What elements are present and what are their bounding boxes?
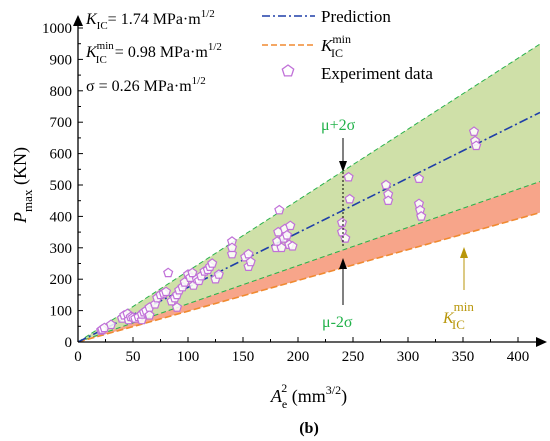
- y-axis-arrow: [73, 15, 83, 26]
- y-tick-label: 500: [50, 178, 73, 194]
- y-tick-label: 400: [50, 209, 73, 225]
- y-axis-title: Pmax (KN): [10, 147, 35, 224]
- data-point: [274, 204, 285, 215]
- x-tick-label: 350: [452, 349, 475, 365]
- data-point: [226, 242, 238, 253]
- kic-annotation: KIC= 1.74 MPa·m1/2: [85, 8, 215, 32]
- upper-bound-line: [78, 43, 540, 342]
- data-point: [416, 211, 427, 221]
- legend-experiment-label: Experiment data: [321, 64, 433, 83]
- data-point: [160, 286, 172, 297]
- x-tick-label: 200: [287, 349, 310, 365]
- y-tick-label: 1000: [42, 21, 72, 37]
- x-tick-label: 400: [507, 349, 530, 365]
- legend-prediction-label: Prediction: [321, 7, 391, 26]
- mu-plus-arrowhead: [339, 161, 347, 172]
- x-tick-label: 100: [177, 349, 200, 365]
- y-tick-label: 200: [50, 272, 73, 288]
- data-point: [187, 267, 198, 278]
- x-tick-label: 50: [126, 349, 141, 365]
- data-point: [281, 229, 293, 240]
- mu-minus-label: μ-2σ: [322, 314, 353, 331]
- x-tick-label: 300: [397, 349, 420, 365]
- kic-min-curve-label: Kmin IC: [442, 299, 474, 332]
- data-point: [243, 248, 254, 259]
- data-point: [344, 193, 355, 204]
- data-point: [287, 240, 298, 251]
- data-point: [380, 179, 392, 190]
- data-point: [171, 302, 183, 312]
- svg-text:Pmax (KN): Pmax (KN): [10, 147, 35, 224]
- x-tick-label: 150: [232, 349, 255, 365]
- mu-plus-label: μ+2σ: [321, 117, 356, 134]
- y-tick-label: 0: [65, 335, 73, 351]
- subfigure-label: (b): [299, 420, 319, 437]
- data-point: [163, 267, 174, 278]
- data-point: [468, 126, 480, 136]
- mu-minus-arrowhead: [339, 258, 347, 269]
- data-point: [207, 258, 218, 268]
- data-point: [343, 171, 354, 182]
- sigma-annotation: σ = 0.26 MPa·m1/2: [86, 75, 206, 95]
- y-tick-label: 600: [50, 147, 73, 163]
- data-point: [471, 140, 482, 151]
- kic-min-arrowhead: [460, 247, 468, 258]
- data-point: [413, 173, 425, 183]
- y-tick-label: 100: [50, 304, 73, 320]
- y-tick-label: 800: [50, 84, 73, 100]
- experiment-points: [95, 126, 482, 335]
- kic-min-annotation: Kmin IC = 0.98 MPa·m1/2: [85, 40, 222, 66]
- x-axis-title: Ae2 (mm3/2): [270, 381, 347, 411]
- data-point: [245, 256, 256, 267]
- lower-bound-line: [78, 181, 540, 342]
- x-ticks: 0 50 100 150 200 250 300 350 400: [74, 337, 529, 365]
- data-point: [383, 195, 394, 205]
- data-point: [213, 269, 224, 279]
- data-point: [105, 319, 117, 330]
- y-tick-label: 700: [50, 115, 73, 131]
- data-point: [285, 220, 296, 231]
- x-axis-arrow: [536, 337, 547, 347]
- legend-kic-min-label: Kmin IC: [320, 32, 351, 60]
- y-ticks: 0 100 200 300 400 500 600 700 800 900 1000: [42, 21, 83, 351]
- legend: Prediction Kmin IC Experiment data: [262, 7, 433, 83]
- y-tick-label: 900: [50, 52, 73, 68]
- x-tick-label: 250: [342, 349, 365, 365]
- y-tick-label: 300: [50, 241, 73, 257]
- data-point: [336, 217, 348, 227]
- legend-experiment-marker: [281, 64, 295, 77]
- data-point: [144, 309, 155, 320]
- x-tick-label: 0: [74, 349, 82, 365]
